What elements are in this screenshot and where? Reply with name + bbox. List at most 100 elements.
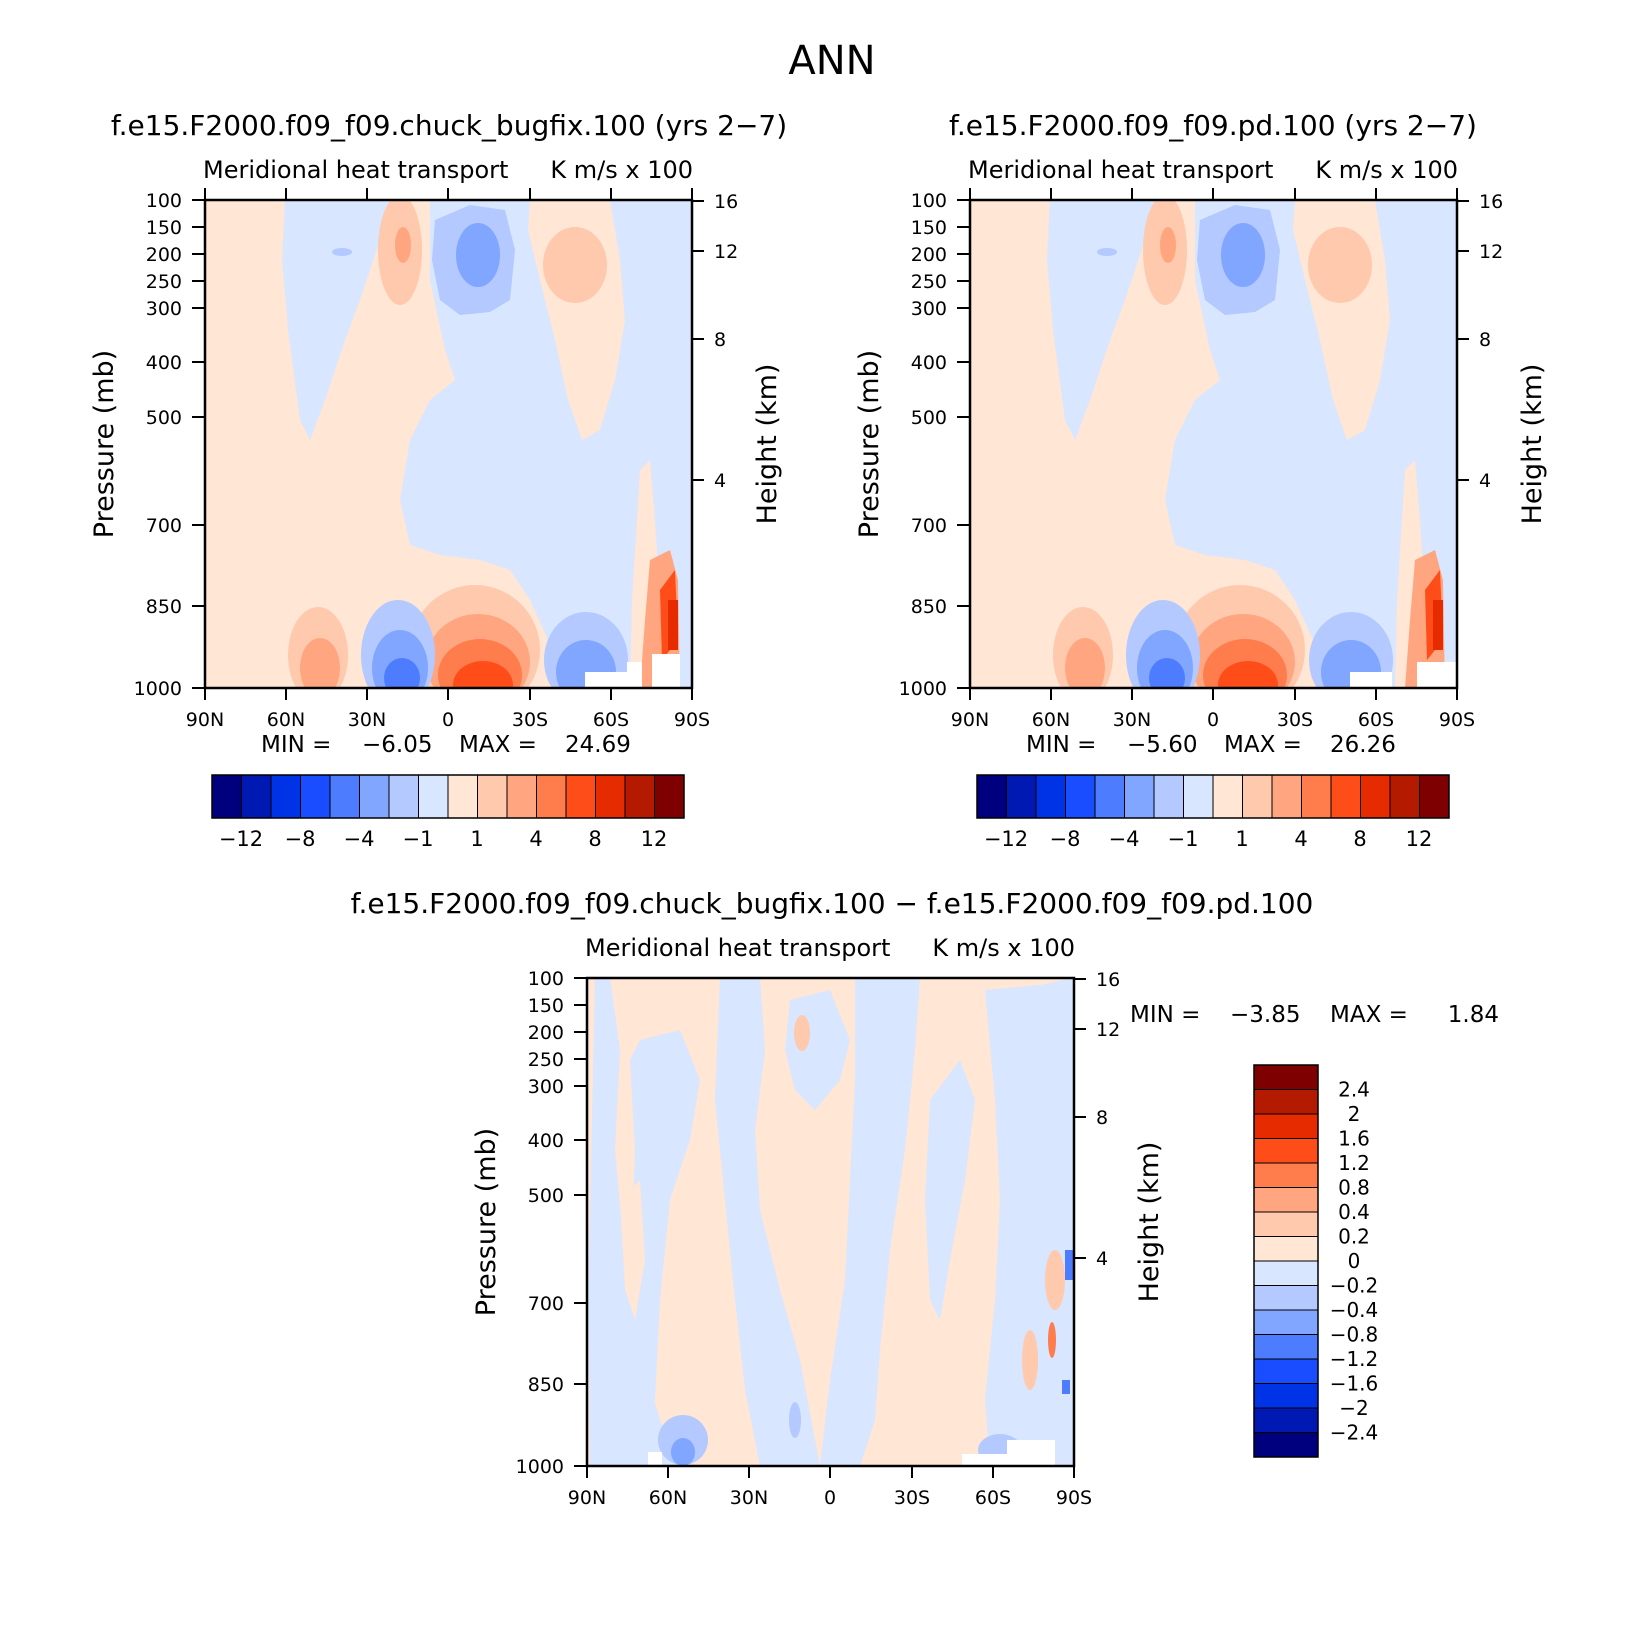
panel-3-ytick-right: 12 — [1096, 1019, 1120, 1041]
panel-2-colorbar-box — [1330, 774, 1361, 819]
panel-1-max-value: 24.69 — [565, 732, 631, 758]
panel-2-colorbar-box — [1006, 774, 1037, 819]
panel-1-colorbar-box — [359, 774, 390, 819]
panel-2-ytick: 300 — [911, 298, 947, 320]
panel-2-var-label: Meridional heat transport — [968, 156, 1273, 184]
panel-2-xtick: 60S — [1358, 709, 1394, 731]
panel-1-colorbar-tick: −12 — [219, 827, 263, 851]
panel-1-ytick: 150 — [146, 217, 182, 239]
panel-1-xtick: 90N — [186, 709, 224, 731]
panel-1-xtick: 30N — [348, 709, 386, 731]
panel-2: f.e15.F2000.f09_f09.pd.100 (yrs 2−7) Mer… — [854, 109, 1548, 851]
panel-1-max-label: MAX = — [459, 732, 537, 758]
panel-2-ytick: 1000 — [899, 678, 947, 700]
panel-2-ytick: 250 — [911, 271, 947, 293]
panel-3-xtick: 60S — [975, 1487, 1011, 1509]
panel-3: f.e15.F2000.f09_f09.chuck_bugfix.100 − f… — [351, 887, 1499, 1509]
panel-3-colorbar-box — [1253, 1162, 1319, 1188]
panel-2-colorbar-tick: 8 — [1353, 827, 1366, 851]
panel-3-xtick: 60N — [649, 1487, 687, 1509]
panel-2-ytick: 100 — [911, 190, 947, 212]
panel-1-colorbar-box — [654, 774, 685, 819]
panel-1-ytick: 850 — [146, 596, 182, 618]
panel-1-ytick: 100 — [146, 190, 182, 212]
panel-1-ytick-right: 8 — [714, 329, 726, 351]
panel-2-colorbar-box — [1360, 774, 1391, 819]
panel-2-ytick: 700 — [911, 515, 947, 537]
panel-3-xtick: 30S — [894, 1487, 930, 1509]
panel-3-ytick: 150 — [528, 995, 564, 1017]
panel-3-colorbar-box — [1253, 1187, 1319, 1213]
panel-1-min-label: MIN = — [261, 732, 331, 758]
panel-1-colorbar-box — [270, 774, 301, 819]
panel-1-case-title: f.e15.F2000.f09_f09.chuck_bugfix.100 (yr… — [111, 109, 787, 142]
panel-1-colorbar-tick: −1 — [403, 827, 434, 851]
panel-3-min-value: −3.85 — [1230, 1002, 1300, 1028]
panel-2-ytick: 400 — [911, 352, 947, 374]
panel-1-colorbar-tick: 1 — [470, 827, 483, 851]
panel-3-colorbar-box — [1253, 1383, 1319, 1409]
panel-1-ytick-right: 4 — [714, 470, 726, 492]
panel-3-colorbar-box — [1253, 1138, 1319, 1164]
panel-3-colorbar: 2.421.61.20.80.40.20−0.2−0.4−0.8−1.2−1.6… — [1253, 1064, 1379, 1458]
panel-2-ytick-right: 8 — [1479, 329, 1491, 351]
panel-3-colorbar-tick: −1.6 — [1330, 1372, 1379, 1396]
figure-title: ANN — [788, 38, 875, 84]
panel-2-xtick: 90S — [1439, 709, 1475, 731]
panel-1-colorbar-box — [329, 774, 360, 819]
panel-2-colorbar-tick: −8 — [1050, 827, 1081, 851]
panel-2-colorbar-tick: 12 — [1406, 827, 1433, 851]
panel-1-colorbar-tick: 12 — [641, 827, 668, 851]
panel-2-colorbar-tick: −4 — [1109, 827, 1140, 851]
panel-2-colorbar-tick: −12 — [984, 827, 1028, 851]
panel-2-colorbar-box — [1094, 774, 1125, 819]
panel-1-colorbar-box — [565, 774, 596, 819]
panel-2-xtick: 30N — [1113, 709, 1151, 731]
panel-3-contour-field — [587, 978, 1074, 1466]
panel-2-max-label: MAX = — [1224, 732, 1302, 758]
panel-3-ytick: 400 — [528, 1130, 564, 1152]
panel-3-colorbar-tick: −1.2 — [1330, 1347, 1379, 1371]
panel-3-colorbar-box — [1253, 1260, 1319, 1286]
panel-3-ylabel-right: Height (km) — [1134, 1142, 1165, 1303]
panel-1-colorbar-box — [477, 774, 508, 819]
panel-2-max-value: 26.26 — [1330, 732, 1396, 758]
panel-1-xtick: 60N — [267, 709, 305, 731]
panel-3-axes: 90N 60N 30N 0 30S 60S 90S 100 150 200 25… — [471, 968, 1499, 1509]
panel-3-ytick: 200 — [528, 1022, 564, 1044]
panel-3-xtick: 30N — [730, 1487, 768, 1509]
panel-2-ytick: 200 — [911, 244, 947, 266]
panel-3-colorbar-tick: 0.4 — [1338, 1200, 1370, 1224]
panel-3-xtick: 90N — [568, 1487, 606, 1509]
panel-3-xtick: 0 — [824, 1487, 836, 1509]
panel-3-colorbar-tick: 1.6 — [1338, 1127, 1370, 1151]
panel-3-ylabel: Pressure (mb) — [471, 1128, 502, 1316]
panel-2-colorbar-box — [1065, 774, 1096, 819]
panel-3-colorbar-box — [1253, 1113, 1319, 1139]
panel-2-xtick: 60N — [1032, 709, 1070, 731]
panel-1-colorbar-box — [595, 774, 626, 819]
panel-2-colorbar-box — [1271, 774, 1302, 819]
panel-2-ytick: 150 — [911, 217, 947, 239]
panel-3-colorbar-box — [1253, 1064, 1319, 1090]
panel-2-ytick: 500 — [911, 407, 947, 429]
panel-3-colorbar-box — [1253, 1358, 1319, 1384]
panel-1-colorbar-tick: −4 — [344, 827, 375, 851]
panel-1-ytick: 500 — [146, 407, 182, 429]
panel-3-colorbar-tick: 2.4 — [1338, 1078, 1370, 1102]
panel-1-var-label: Meridional heat transport — [203, 156, 508, 184]
panel-3-ytick-right: 16 — [1096, 969, 1120, 991]
panel-3-colorbar-box — [1253, 1334, 1319, 1360]
panel-2-colorbar-box — [1301, 774, 1332, 819]
panel-3-colorbar-box — [1253, 1285, 1319, 1311]
panel-3-var-label: Meridional heat transport — [585, 934, 890, 962]
panel-2-colorbar-tick: −1 — [1168, 827, 1199, 851]
panel-3-colorbar-tick: −2.4 — [1330, 1421, 1379, 1445]
panel-2-ytick-right: 4 — [1479, 470, 1491, 492]
panel-2-colorbar-tick: 4 — [1294, 827, 1307, 851]
panel-1-colorbar-box — [536, 774, 567, 819]
panel-2-min-value: −5.60 — [1127, 732, 1197, 758]
panel-1-contour-field — [205, 200, 692, 688]
panel-3-units-label: K m/s x 100 — [932, 934, 1075, 962]
panel-3-colorbar-tick: −0.4 — [1330, 1298, 1379, 1322]
